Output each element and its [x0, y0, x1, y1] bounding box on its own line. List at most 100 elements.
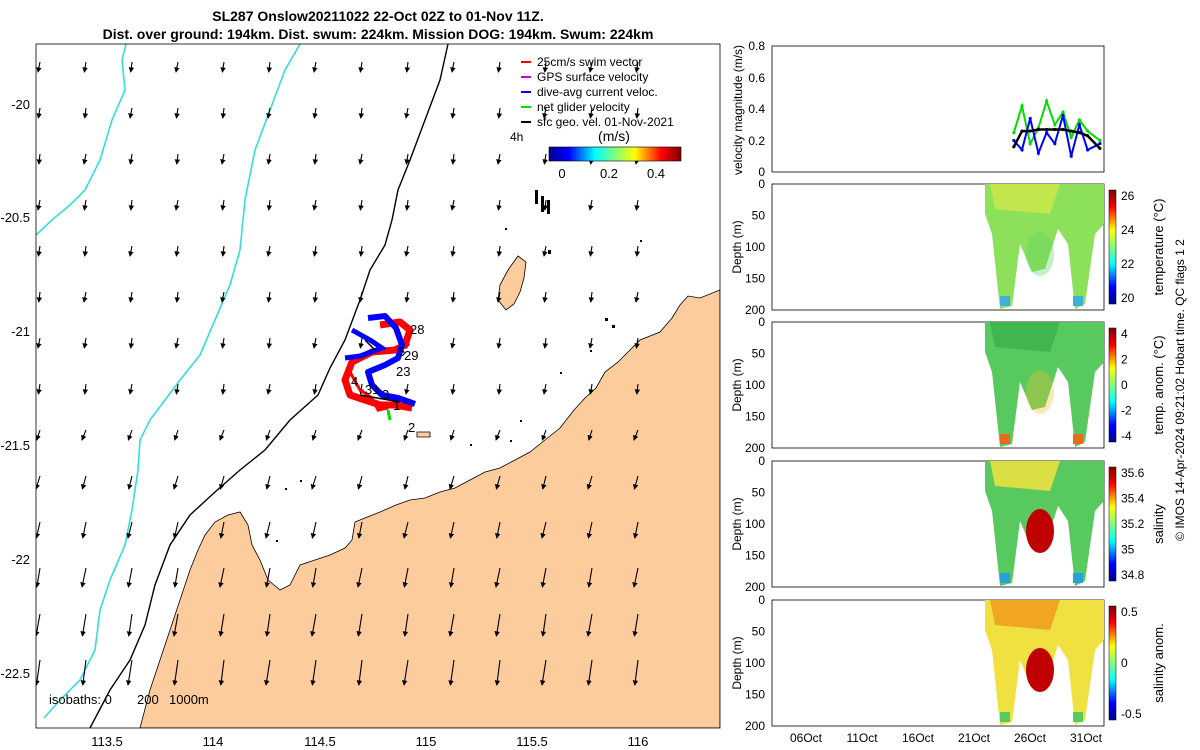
velocity-arrow — [633, 521, 639, 539]
svg-text:2: 2 — [408, 420, 415, 435]
colorbar-tick: 24 — [1121, 223, 1135, 237]
svg-text:isobaths: 0: isobaths: 0 — [49, 692, 112, 707]
colorbar-tick: 0.5 — [1121, 605, 1138, 619]
velocity-arrow — [495, 429, 501, 441]
colorbar-tick: 0 — [1121, 378, 1128, 392]
svg-text:28: 28 — [410, 322, 424, 337]
series-point — [1045, 127, 1049, 132]
velocity-arrow — [266, 153, 272, 165]
velocity-arrow — [312, 383, 318, 395]
velocity-arrow — [36, 291, 43, 303]
velocity-arrow — [36, 567, 41, 588]
svg-text:31: 31 — [365, 382, 379, 397]
velocity-arrow — [542, 61, 549, 73]
velocity-arrow — [312, 61, 318, 73]
svg-text:29: 29 — [404, 348, 418, 363]
velocity-arrow — [218, 567, 225, 588]
velocity-arrow — [586, 521, 593, 539]
svg-text:0.2: 0.2 — [600, 166, 618, 181]
velocity-arrow — [402, 659, 409, 686]
series-point — [1098, 142, 1102, 146]
velocity-arrow — [449, 429, 455, 441]
velocity-arrow — [634, 337, 640, 349]
series-point — [1028, 116, 1032, 121]
legend-item-swim: 25cm/s swim vector — [537, 55, 642, 69]
svg-text:113.5: 113.5 — [91, 734, 123, 749]
velocity-arrow — [634, 383, 641, 395]
depth-tick: 50 — [752, 625, 766, 639]
svg-text:1000m: 1000m — [169, 692, 209, 707]
velocity-arrow — [310, 521, 317, 539]
velocity-arrow — [358, 153, 364, 165]
colorbar-label: salinity — [1151, 504, 1166, 544]
velocity-arrow — [174, 153, 181, 165]
velocity-arrow — [496, 337, 502, 349]
velocity-arrow — [264, 521, 271, 539]
depth-tick: 150 — [745, 410, 765, 424]
map-frame — [35, 43, 721, 729]
series-point — [1012, 131, 1016, 135]
svg-text:-22: -22 — [11, 552, 30, 567]
velocity-arrow — [218, 613, 225, 637]
svg-text:0.4: 0.4 — [748, 102, 765, 116]
series-point — [1061, 127, 1065, 132]
velocity-arrow — [402, 567, 409, 588]
velocity-arrow — [634, 107, 641, 119]
velocity-arrow — [220, 61, 226, 73]
velocity-arrow — [265, 429, 271, 441]
velocity-arrow — [588, 245, 594, 257]
velocity-arrow — [310, 475, 317, 490]
isobaths-label: isobaths: 0 200 1000m — [49, 692, 209, 707]
series-point — [1053, 123, 1057, 127]
velocity-arrow — [494, 659, 501, 686]
velocity-arrow — [127, 429, 133, 441]
depth-tick: 50 — [752, 209, 766, 223]
footer-credit: © IMOS 14-Apr-2024 09:21:02 Hobart time.… — [1173, 239, 1187, 541]
velocity-arrow — [588, 337, 594, 349]
velocity-arrow — [588, 383, 594, 395]
velocity-arrow — [311, 429, 317, 441]
velocity-arrow — [542, 107, 548, 119]
depth-tick: 100 — [745, 656, 765, 670]
velocity-arrow — [634, 61, 640, 73]
legend-item-sfc-geo: sfc geo. vel. 01-Nov-2021 — [537, 115, 674, 129]
velocity-arrow — [36, 521, 41, 539]
velocity-arrow — [496, 107, 503, 119]
depth-label: Depth (m) — [730, 220, 744, 273]
velocity-arrow — [82, 337, 88, 349]
glider-track — [341, 313, 416, 421]
velocity-arrow — [587, 429, 593, 441]
velocity-arrow — [403, 475, 409, 490]
colorbar-tick: 35 — [1121, 543, 1135, 557]
velocity-arrow — [542, 383, 548, 395]
velocity-arrow — [82, 107, 89, 119]
section-colorbar — [1108, 605, 1117, 721]
colorbar-tick: 26 — [1121, 189, 1135, 203]
svg-text:116: 116 — [628, 734, 649, 749]
velocity-arrow — [540, 613, 547, 637]
velocity-arrow — [450, 337, 456, 349]
velocity-arrow — [450, 199, 456, 211]
velocity-arrow — [82, 61, 88, 73]
velocity-arrow — [356, 567, 363, 588]
velocity-arrow — [494, 613, 501, 637]
velocity-arrow — [358, 61, 364, 73]
velocity-arrow — [220, 337, 226, 349]
velocity-arrow — [266, 199, 273, 211]
section-colorbar — [1108, 189, 1117, 305]
section-panel-1: 0 50 100 150 200 Depth (m) 26 24 22 20 temperature… — [730, 177, 1166, 317]
velocity-arrow — [448, 659, 455, 686]
velocity-arrow — [450, 61, 456, 73]
series-point — [1020, 129, 1024, 133]
section-data — [985, 184, 1104, 309]
island-large — [497, 255, 527, 311]
series-point — [1053, 127, 1057, 132]
svg-text:0: 0 — [758, 165, 765, 179]
velocity-arrow — [404, 199, 411, 211]
velocity-arrow — [172, 475, 179, 490]
velocity-arrow — [264, 613, 271, 637]
velocity-arrow — [541, 475, 547, 490]
velocity-arrow — [496, 153, 502, 165]
colorbar-tick: 22 — [1121, 257, 1135, 271]
